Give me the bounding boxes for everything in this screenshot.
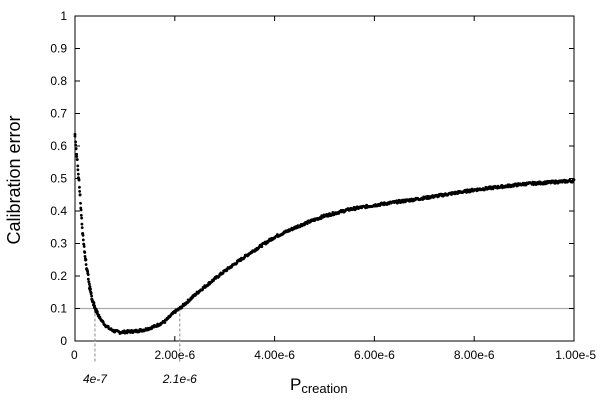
data-point	[74, 140, 77, 144]
data-points-layer	[73, 132, 576, 335]
data-point	[76, 164, 80, 168]
data-point	[88, 285, 92, 289]
data-point	[74, 147, 78, 150]
x-axis-label: Pcreation	[290, 375, 348, 396]
x-tick-label: 2.00e-6	[154, 348, 195, 362]
data-point	[79, 201, 82, 205]
annotation-layer: 4e-7 2.1e-6	[83, 308, 197, 386]
data-point	[83, 251, 87, 254]
data-point	[84, 258, 88, 262]
y-tick-label: 0.9	[50, 42, 67, 56]
data-point	[93, 304, 96, 308]
data-point	[92, 301, 96, 305]
data-point	[81, 233, 85, 237]
annotation-label: 4e-7	[83, 372, 108, 386]
data-point	[83, 254, 87, 258]
data-point	[84, 263, 88, 266]
data-point	[80, 216, 84, 220]
x-tick-label: 0	[71, 348, 78, 362]
data-point	[77, 178, 81, 182]
data-point	[86, 277, 90, 281]
y-tick-label: 0	[60, 334, 67, 348]
data-point	[78, 193, 82, 197]
data-point	[260, 245, 264, 249]
data-point	[88, 282, 91, 286]
y-axis-label: Calibration error	[4, 115, 24, 244]
x-tick-label: 8.00e-6	[454, 348, 495, 362]
data-point	[82, 245, 86, 248]
data-point	[81, 238, 85, 242]
data-point	[75, 152, 79, 156]
data-point	[79, 206, 83, 210]
data-point	[86, 273, 90, 277]
y-tick-label: 0.4	[50, 204, 67, 218]
data-point	[96, 310, 99, 314]
y-tick-label: 0.2	[50, 269, 67, 283]
data-point	[73, 132, 77, 136]
data-point	[75, 155, 79, 158]
x-axis-label-main: P	[290, 375, 301, 394]
data-point	[516, 184, 519, 188]
y-tick-label: 0.5	[50, 172, 67, 186]
data-point	[163, 321, 167, 324]
data-point	[221, 271, 225, 275]
data-point	[80, 226, 84, 230]
data-point	[89, 287, 92, 291]
data-point	[80, 222, 84, 226]
y-tick-label: 0.3	[50, 237, 67, 251]
data-point	[73, 134, 77, 138]
x-tick-label: 4.00e-6	[254, 348, 295, 362]
x-tick-label: 1.00e-5	[555, 348, 596, 362]
y-tick-label: 1	[60, 9, 67, 23]
data-point	[75, 158, 79, 162]
plot-border	[74, 15, 575, 342]
y-tick-label: 0.8	[50, 74, 67, 88]
plot-frame	[74, 15, 575, 342]
data-point	[79, 213, 83, 217]
data-point	[76, 168, 80, 172]
data-point	[78, 190, 82, 193]
data-point	[572, 178, 576, 182]
annotation-label: 2.1e-6	[162, 372, 197, 386]
data-point	[90, 294, 94, 298]
y-tick-label: 0.6	[50, 139, 67, 153]
ticks-layer: 0 0.1 0.2 0.3 0.4 0.5 0.6 0.7 0.8 0.9 1 0 2.00e-6 4.0…	[50, 9, 596, 362]
data-point	[86, 270, 90, 273]
data-point	[87, 280, 91, 284]
y-tick-label: 0.1	[50, 302, 67, 316]
x-axis-label-subscript: creation	[301, 381, 347, 396]
data-point	[89, 291, 93, 294]
data-point	[78, 185, 81, 189]
data-point	[97, 313, 101, 317]
data-point	[82, 242, 86, 246]
data-point	[305, 222, 309, 226]
data-point	[106, 324, 110, 328]
data-point	[76, 172, 80, 176]
y-tick-label: 0.7	[50, 107, 67, 121]
x-tick-label: 6.00e-6	[354, 348, 395, 362]
